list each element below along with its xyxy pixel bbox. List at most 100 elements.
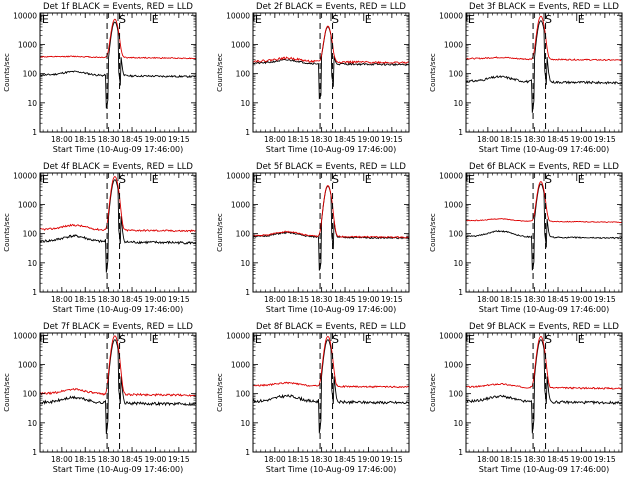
y-tick-label: 1 — [245, 128, 250, 137]
x-tick-label: 18:30 — [311, 135, 333, 144]
x-tick-label: 18:15 — [287, 135, 309, 144]
panel-title: Det 6f BLACK = Events, RED = LLD — [469, 162, 619, 172]
series-lld-line — [466, 335, 622, 390]
y-tick-label: 1000 — [444, 40, 463, 49]
series-lld-line — [253, 25, 409, 65]
y-axis-label: Counts/sec — [429, 213, 437, 252]
x-tick-label: 19:15 — [168, 295, 190, 304]
interval-marker-label: E — [578, 13, 585, 26]
x-tick-label: 18:15 — [74, 295, 96, 304]
y-tick-label: 1 — [245, 288, 250, 297]
series-lld-line — [40, 335, 196, 397]
y-tick-label: 100 — [449, 70, 464, 79]
interval-marker-label: E — [365, 333, 372, 346]
y-axis-label: Counts/sec — [216, 373, 224, 412]
x-axis-label: Start Time (10-Aug-09 17:46:00) — [266, 305, 397, 314]
series-lld-line — [466, 15, 622, 62]
y-tick-label: 1 — [458, 128, 463, 137]
interval-marker-label: E — [365, 173, 372, 186]
x-tick-label: 18:45 — [121, 455, 143, 464]
x-tick-label: 18:00 — [477, 455, 499, 464]
y-tick-label: 100 — [23, 230, 38, 239]
x-tick-label: 18:15 — [74, 455, 96, 464]
x-axis-label: Start Time (10-Aug-09 17:46:00) — [53, 145, 184, 154]
interval-marker-label: E — [42, 173, 49, 186]
interval-marker-label: S — [119, 173, 126, 186]
x-tick-label: 19:00 — [358, 295, 380, 304]
y-tick-label: 1000 — [231, 200, 250, 209]
interval-marker-label: E — [578, 333, 585, 346]
series-lld-line — [40, 18, 196, 60]
x-tick-label: 18:00 — [477, 135, 499, 144]
panel-title: Det 4f BLACK = Events, RED = LLD — [43, 162, 193, 172]
y-tick-label: 1000 — [18, 200, 37, 209]
interval-marker-label: S — [545, 173, 552, 186]
y-tick-label: 1000 — [18, 360, 37, 369]
x-tick-label: 19:15 — [594, 135, 616, 144]
y-tick-label: 100 — [23, 70, 38, 79]
y-axis-label: Counts/sec — [429, 373, 437, 412]
x-tick-label: 18:00 — [51, 295, 73, 304]
y-tick-label: 100 — [449, 230, 464, 239]
panel-title: Det 5f BLACK = Events, RED = LLD — [256, 162, 406, 172]
y-tick-label: 10 — [27, 99, 37, 108]
x-tick-label: 19:15 — [381, 455, 403, 464]
y-axis-label: Counts/sec — [3, 213, 11, 252]
interval-marker-label: S — [545, 333, 552, 346]
interval-marker-label: S — [332, 173, 339, 186]
y-tick-label: 10 — [240, 99, 250, 108]
interval-marker-label: E — [152, 13, 159, 26]
x-tick-label: 18:45 — [547, 455, 569, 464]
y-tick-label: 100 — [23, 390, 38, 399]
y-tick-label: 10 — [27, 419, 37, 428]
x-tick-label: 18:45 — [121, 295, 143, 304]
x-axis-label: Start Time (10-Aug-09 17:46:00) — [479, 305, 610, 314]
y-tick-label: 1 — [458, 448, 463, 457]
y-tick-label: 10 — [27, 259, 37, 268]
x-tick-label: 18:45 — [334, 295, 356, 304]
x-tick-label: 18:30 — [98, 295, 120, 304]
x-axis-label: Start Time (10-Aug-09 17:46:00) — [266, 145, 397, 154]
x-tick-label: 18:45 — [547, 135, 569, 144]
x-tick-label: 19:00 — [145, 295, 167, 304]
interval-marker-label: S — [332, 13, 339, 26]
y-tick-label: 1 — [32, 448, 37, 457]
y-axis-label: Counts/sec — [3, 53, 11, 92]
x-tick-label: 19:00 — [145, 455, 167, 464]
y-tick-label: 1 — [32, 128, 37, 137]
x-tick-label: 18:45 — [334, 135, 356, 144]
interval-marker-label: E — [578, 173, 585, 186]
interval-marker-label: E — [255, 333, 262, 346]
plot-frame — [252, 12, 410, 133]
x-axis-label: Start Time (10-Aug-09 17:46:00) — [479, 465, 610, 474]
y-tick-label: 10000 — [226, 331, 250, 340]
y-tick-label: 1000 — [444, 200, 463, 209]
x-tick-label: 18:00 — [51, 455, 73, 464]
panel-title: Det 9f BLACK = Events, RED = LLD — [469, 322, 619, 332]
panel-title: Det 2f BLACK = Events, RED = LLD — [256, 2, 406, 12]
x-tick-label: 19:00 — [571, 295, 593, 304]
x-tick-label: 19:00 — [571, 135, 593, 144]
series-lld-line — [466, 181, 622, 223]
interval-marker-label: E — [468, 333, 475, 346]
interval-marker-label: E — [255, 13, 262, 26]
x-tick-label: 18:45 — [547, 295, 569, 304]
interval-marker-label: S — [332, 333, 339, 346]
x-tick-label: 18:15 — [500, 135, 522, 144]
panel-title: Det 8f BLACK = Events, RED = LLD — [256, 322, 406, 332]
interval-marker-label: S — [119, 333, 126, 346]
x-tick-label: 19:00 — [571, 455, 593, 464]
x-tick-label: 18:30 — [311, 455, 333, 464]
series-events-line — [253, 339, 409, 434]
x-tick-label: 18:30 — [524, 295, 546, 304]
x-tick-label: 18:15 — [500, 455, 522, 464]
x-tick-label: 18:00 — [51, 135, 73, 144]
x-tick-label: 18:15 — [74, 135, 96, 144]
interval-marker-label: S — [545, 13, 552, 26]
